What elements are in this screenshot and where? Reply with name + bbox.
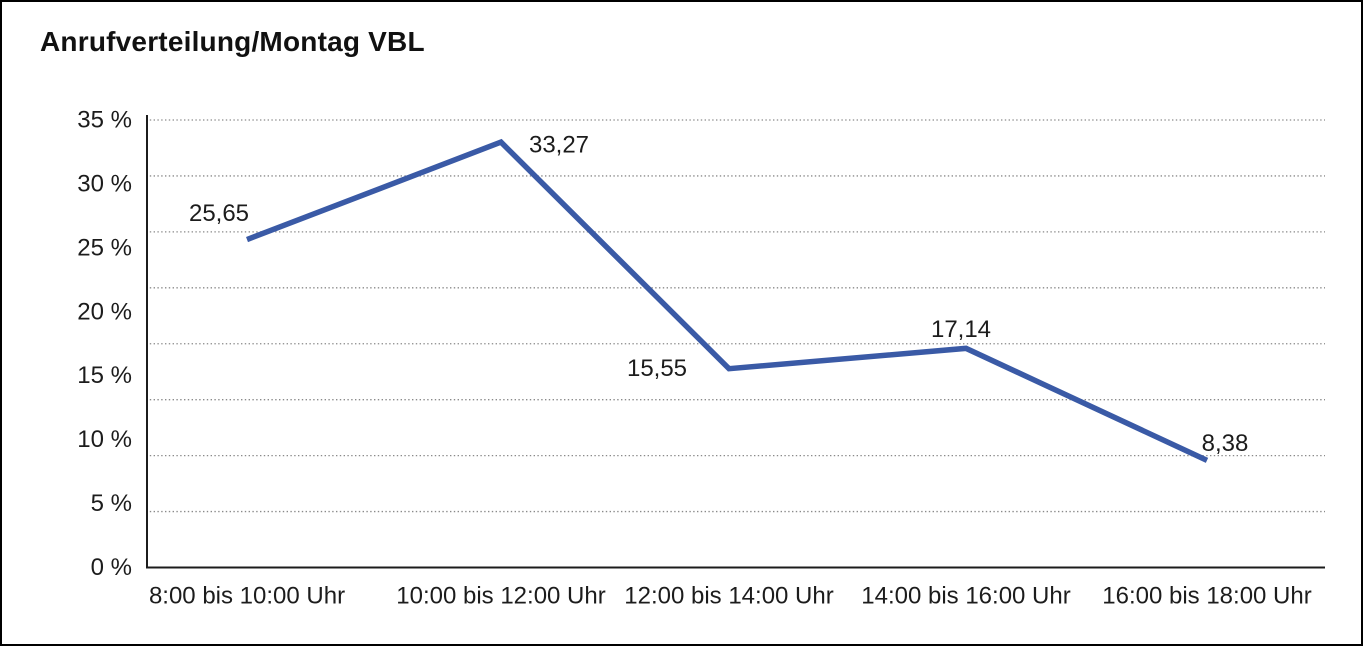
data-label: 8,38 — [1202, 430, 1249, 457]
x-tick-label: 8:00 bis 10:00 Uhr — [149, 583, 345, 610]
y-tick-label: 0 % — [91, 554, 132, 581]
data-label: 17,14 — [931, 316, 991, 343]
x-tick-label: 16:00 bis 18:00 Uhr — [1102, 583, 1311, 610]
x-tick-label: 12:00 bis 14:00 Uhr — [624, 583, 833, 610]
y-tick-label: 35 % — [77, 107, 132, 134]
y-tick-label: 5 % — [91, 490, 132, 517]
y-tick-label: 30 % — [77, 170, 132, 197]
x-tick-label: 14:00 bis 16:00 Uhr — [861, 583, 1070, 610]
chart-title: Anrufverteilung/Montag VBL — [40, 26, 425, 57]
y-tick-label: 20 % — [77, 298, 132, 325]
series-line — [246, 138, 1209, 463]
y-tick-label: 15 % — [77, 362, 132, 389]
y-tick-label: 25 % — [77, 234, 132, 261]
data-label: 33,27 — [529, 132, 589, 159]
x-tick-label: 10:00 bis 12:00 Uhr — [396, 583, 605, 610]
data-label: 25,65 — [189, 200, 249, 227]
data-label: 15,55 — [627, 355, 687, 382]
y-tick-label: 10 % — [77, 426, 132, 453]
